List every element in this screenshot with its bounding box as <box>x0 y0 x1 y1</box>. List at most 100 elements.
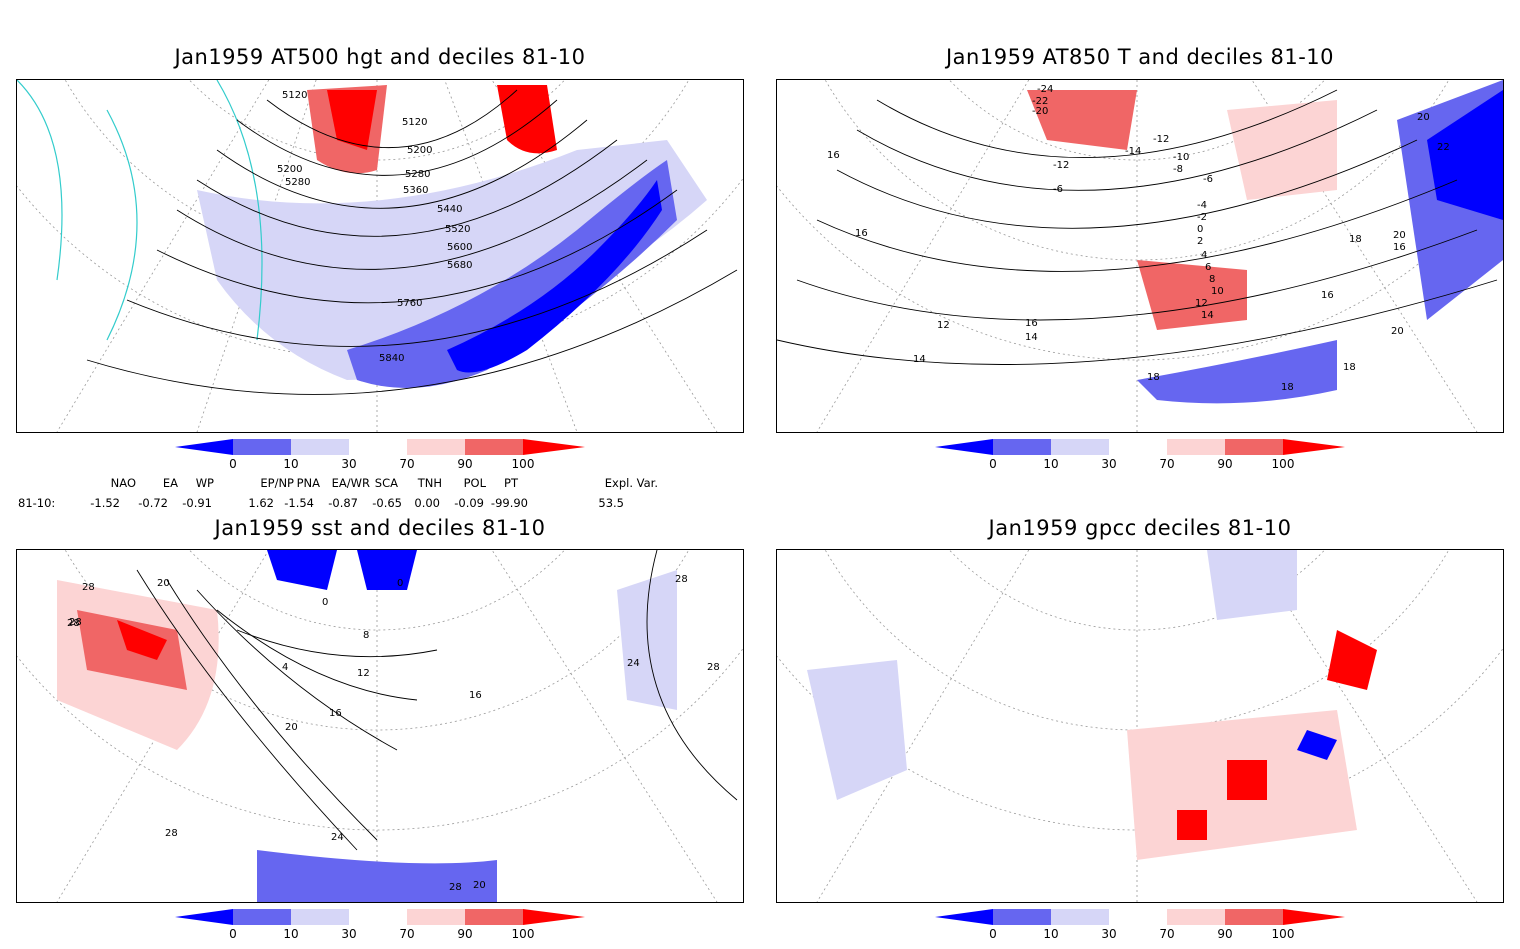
colorbar-label-0: 0 <box>229 927 237 941</box>
colorbar-label-90: 90 <box>1217 927 1233 941</box>
swatch-90-100 <box>465 909 523 925</box>
graticule <box>777 80 1503 432</box>
contour-label-2: 28 <box>69 617 82 628</box>
colorbar-label-100: 100 <box>1271 927 1295 941</box>
colorbar-label-30: 30 <box>1101 927 1117 941</box>
swatch-10-30 <box>1051 909 1109 925</box>
colorbar-label-70: 70 <box>399 457 415 471</box>
index-name-ea: EA <box>162 476 178 490</box>
contour-label-3: 28 <box>67 618 80 629</box>
colorbar-hgt500: 0 10 30 70 90 100 <box>175 439 595 479</box>
contour-label-4: 20 <box>157 578 170 589</box>
anomaly-above-100 <box>1327 630 1377 690</box>
contour-label-5: -14 <box>1125 146 1141 157</box>
contour-label-24: 22 <box>1437 142 1450 153</box>
contour-label-3: -20 <box>1032 106 1048 117</box>
anomaly-below-30 <box>617 570 677 710</box>
contour-label-17: 28 <box>707 662 720 673</box>
colorbar-label-10: 10 <box>283 927 299 941</box>
contour-label-11: -4 <box>1197 200 1207 211</box>
contour-label-33: 16 <box>1393 242 1406 253</box>
contour-label-8: 5440 <box>437 204 462 215</box>
colorbar-swatches <box>175 909 585 925</box>
contour-label-12: 16 <box>469 690 482 701</box>
contour-label-35: 18 <box>1343 362 1356 373</box>
map-sst-canvas: 28 28 28 20 0 0 4 8 12 20 16 16 24 24 28… <box>17 550 743 902</box>
colorbar-label-0: 0 <box>989 457 997 471</box>
index-name-expl-var: Expl. Var. <box>604 476 658 490</box>
contour-label-17: 8 <box>1209 274 1215 285</box>
index-name-nao: NAO <box>110 476 136 490</box>
colorbar-label-70: 70 <box>399 927 415 941</box>
colorbar-swatches <box>175 439 585 455</box>
index-value-wp: -0.91 <box>182 496 212 510</box>
contour-label-7: 5360 <box>403 185 428 196</box>
colorbar-gpcc: 0 10 30 70 90 100 <box>935 909 1355 949</box>
contour-label-34: 18 <box>1281 382 1294 393</box>
contour-label-27: 12 <box>937 320 950 331</box>
contour-label-15: 4 <box>1201 250 1207 261</box>
swatch-0-10 <box>233 909 291 925</box>
contour-label-12: 5760 <box>397 298 422 309</box>
contour-label-20: 14 <box>1201 310 1214 321</box>
colorbar-sst: 0 10 30 70 90 100 <box>175 909 595 949</box>
contour-label-1: 28 <box>82 582 95 593</box>
anomaly-below-30 <box>807 660 907 800</box>
anomaly-above-90 <box>1027 90 1137 150</box>
index-value-pol: -0.09 <box>454 496 484 510</box>
colorbar-t850: 0 10 30 70 90 100 <box>935 439 1355 479</box>
contour-label-13: 0 <box>1197 224 1203 235</box>
contour-label-32: 20 <box>1393 230 1406 241</box>
colorbar-label-90: 90 <box>1217 457 1233 471</box>
index-name-pt: PT <box>504 476 518 490</box>
contour-label-19: 20 <box>473 880 486 891</box>
panel-title-t850: Jan1959 AT850 T and deciles 81-10 <box>945 45 1335 69</box>
anomaly-below-10 <box>257 850 497 902</box>
index-value-sca: -0.65 <box>372 496 402 510</box>
index-value-ep-np: 1.62 <box>248 496 274 510</box>
map-t850-canvas: -24 -22 -20 -12 -14 -12 -10 -8 -6 -6 -4 … <box>777 80 1503 432</box>
map-sst: 28 28 28 20 0 0 4 8 12 20 16 16 24 24 28… <box>16 549 744 903</box>
swatch-above-100 <box>523 909 585 925</box>
anomaly-above-100b <box>497 85 557 154</box>
panel-title-sst: Jan1959 sst and deciles 81-10 <box>214 516 546 540</box>
contour-label-3: 5200 <box>277 164 302 175</box>
contour-label-28: 14 <box>913 354 926 365</box>
contour-label-5: 0 <box>322 597 328 608</box>
contour-label-16: 28 <box>675 574 688 585</box>
anomaly-below-10 <box>347 160 677 388</box>
colorbar-label-10: 10 <box>1043 927 1059 941</box>
colorbar-swatches <box>935 909 1345 925</box>
contour-label-11: 5680 <box>447 260 472 271</box>
index-value-expl-var: 53.5 <box>598 496 624 510</box>
anomaly-above-100 <box>117 620 167 660</box>
anomaly-above-90b <box>1137 260 1247 330</box>
contour-label-22: 18 <box>1349 234 1362 245</box>
swatch-above-100 <box>1283 909 1345 925</box>
swatch-above-100 <box>523 439 585 455</box>
index-value-ea-wr: -0.87 <box>328 496 358 510</box>
contour-label-4: -12 <box>1153 134 1169 145</box>
teleconnection-indices: 81-10: NAO -1.52 EA -0.72 WP -0.91 EP/NP… <box>18 472 718 512</box>
panel-title-gpcc: Jan1959 gpcc deciles 81-10 <box>988 516 1292 540</box>
anomaly-below-0 <box>447 180 662 373</box>
contour-label-8: -8 <box>1173 164 1183 175</box>
anomaly-below-0 <box>1427 90 1503 220</box>
swatch-90-100 <box>1225 909 1283 925</box>
colorbar-label-70: 70 <box>1159 457 1175 471</box>
contour-label-6: 5280 <box>405 169 430 180</box>
contour-label-2: 5120 <box>402 117 427 128</box>
swatch-below-0 <box>175 439 233 455</box>
contour-label-21: 16 <box>1321 290 1334 301</box>
index-value-nao: -1.52 <box>90 496 120 510</box>
sst-contours <box>136 550 738 851</box>
anomaly-above-100c <box>1177 810 1207 840</box>
contour-label-14: 2 <box>1197 236 1203 247</box>
colorbar-label-100: 100 <box>511 457 535 471</box>
colorbar-label-90: 90 <box>457 927 473 941</box>
index-value-tnh: 0.00 <box>414 496 440 510</box>
index-name-ep-np: EP/NP <box>260 476 294 490</box>
colorbar-label-10: 10 <box>1043 457 1059 471</box>
map-hgt500: 5120 5120 5200 5200 5280 5280 5360 5440 … <box>16 79 744 433</box>
contour-label-36: 20 <box>1391 326 1404 337</box>
